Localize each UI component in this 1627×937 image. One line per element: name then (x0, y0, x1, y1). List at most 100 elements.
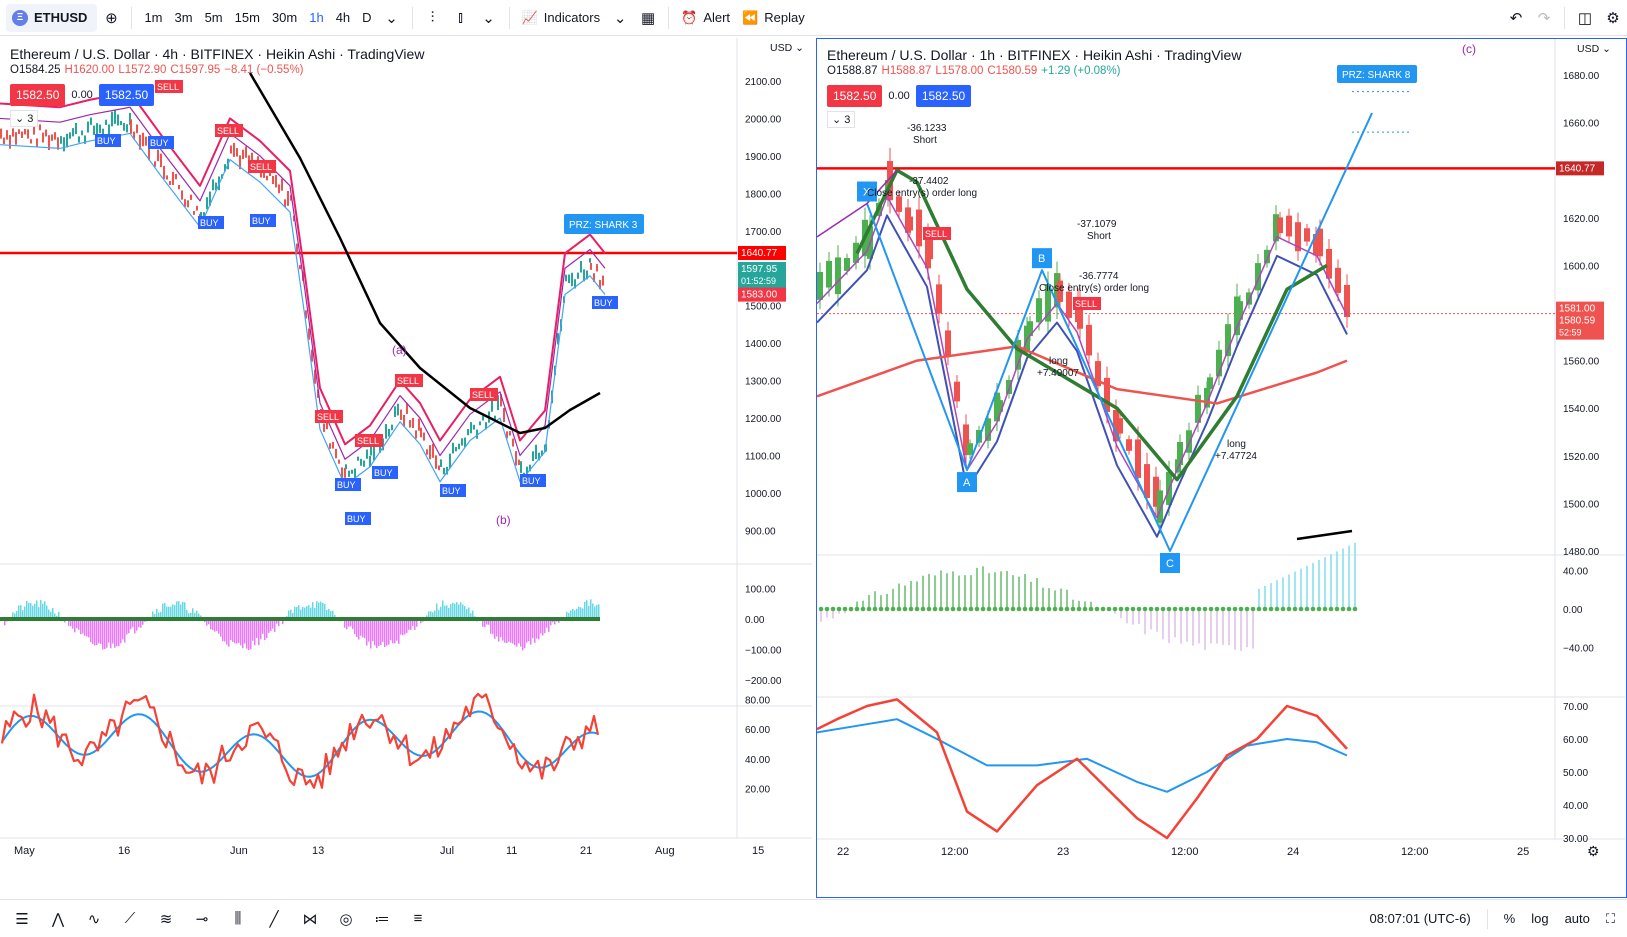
fullscreen-icon[interactable]: ⛶ (1605, 910, 1615, 926)
settings-icon[interactable]: ⚙ (1606, 9, 1620, 27)
histogram-bar (92, 619, 94, 644)
candle (123, 122, 125, 131)
menu-lines-icon[interactable]: ☰ (15, 910, 29, 928)
candle (1195, 394, 1201, 423)
trade-buttons: 1582.50 0.00 1582.50 (10, 84, 155, 106)
moving-average-line (817, 195, 1348, 519)
trend-angle-icon[interactable]: ⟋ (124, 910, 136, 927)
histogram-bar (212, 619, 214, 631)
histogram-bar (292, 612, 294, 619)
left-chart-canvas[interactable]: 2100.002000.001900.001800.001700.001600.… (0, 38, 812, 898)
timeframe-1m[interactable]: 1m (144, 10, 163, 25)
price-tick-label: 1100.00 (745, 452, 781, 463)
histogram-bar (326, 609, 328, 619)
horizontal-ray-icon[interactable]: ⊸ (195, 910, 209, 928)
indicator-toggle[interactable]: ⌄ 3 (10, 110, 39, 127)
auto-toggle[interactable]: auto (1564, 911, 1590, 926)
undo-icon[interactable]: ↶ (1509, 9, 1523, 27)
timeframe-5m[interactable]: 5m (204, 10, 223, 25)
timeframe-1h[interactable]: 1h (309, 10, 324, 25)
candle (287, 191, 289, 206)
trade-value: +7.49007 (1037, 368, 1079, 379)
price-tick-label: 1400.00 (745, 339, 782, 350)
candle (36, 138, 38, 148)
bar-style-icon[interactable]: ⫶ (430, 9, 435, 26)
candle (105, 119, 107, 125)
chart-panel-right[interactable]: 1680.001660.001640.001620.001600.001580.… (816, 38, 1627, 898)
percent-toggle[interactable]: % (1503, 911, 1516, 926)
replay-button[interactable]: ⏪ Replay (736, 4, 811, 32)
right-chart-canvas[interactable]: 1680.001660.001640.001620.001600.001580.… (817, 39, 1625, 895)
histogram-bar (18, 605, 20, 619)
osc-dot (818, 606, 824, 612)
fib-extension-icon[interactable]: ≡ (413, 910, 423, 927)
histogram-bar (508, 619, 510, 642)
histogram-bar (264, 619, 266, 640)
bottom-toolbar: ☰ ⋀ ∿ ⟋ ≋ ⊸ ⫼ ╱ ⋈ ◎ ≔ ≡ 08:07:01 (UTC-6)… (0, 899, 1627, 937)
candles-icon[interactable]: ⫾ (458, 9, 463, 26)
histogram-bar (472, 610, 474, 619)
candle (357, 456, 359, 461)
buy-button[interactable]: 1582.50 (915, 85, 972, 107)
osc-dot (992, 606, 998, 612)
candle (835, 257, 841, 295)
fib-retracement-icon[interactable]: ≔ (374, 910, 390, 928)
indicator-toggle[interactable]: ⌄ 3 (827, 111, 856, 128)
cycle-icon[interactable]: ◎ (339, 910, 353, 928)
abc-pattern-icon[interactable]: ⋀ (51, 910, 65, 928)
clock-time[interactable]: 08:07:01 (UTC-6) (1369, 911, 1471, 926)
chevron-down-icon[interactable]: ⌄ (613, 9, 627, 27)
candle (33, 119, 35, 135)
price-tag-last (738, 262, 786, 289)
ohlc-high: H1620.00 (64, 64, 115, 76)
histogram-bar (102, 619, 104, 650)
osc-dot (962, 606, 968, 612)
chart-panel-left[interactable]: 2100.002000.001900.001800.001700.001600.… (0, 38, 812, 898)
histogram-bar (392, 619, 394, 644)
pitchfork-icon[interactable]: ⫼ (234, 910, 242, 927)
indicators-button[interactable]: 📈 Indicators (516, 4, 607, 32)
timeframe-d[interactable]: D (362, 10, 372, 25)
histogram-bar (534, 619, 536, 643)
layout-grid-icon[interactable]: ▦ (641, 9, 656, 27)
chevron-down-icon[interactable]: ⌄ (482, 9, 495, 27)
sell-button[interactable]: 1582.50 (10, 84, 66, 106)
symbol-search[interactable]: Ξ ETHUSD (6, 3, 98, 32)
sell-button[interactable]: 1582.50 (827, 85, 883, 107)
timeframe-3m[interactable]: 3m (174, 10, 193, 25)
price-axis-unit[interactable]: USD ⌄ (1577, 43, 1611, 55)
trend-line-icon[interactable]: ╱ (269, 910, 279, 928)
osc-dot (1184, 606, 1190, 612)
chevron-down-icon[interactable]: ⌄ (385, 9, 398, 27)
candle (400, 409, 402, 420)
time-label: May (14, 845, 35, 857)
histogram-bar (220, 619, 222, 637)
candle (479, 421, 481, 426)
histogram-bar (462, 604, 464, 619)
timeframe-15m[interactable]: 15m (234, 10, 260, 25)
timeframe-4h[interactable]: 4h (335, 10, 351, 25)
compare-add-icon[interactable]: ⊕ (105, 9, 118, 27)
candle (39, 124, 41, 131)
candle (541, 450, 543, 456)
alert-button[interactable]: ⏰ Alert (675, 4, 736, 32)
elliott-wave-icon[interactable]: ∿ (87, 910, 101, 928)
candle (1057, 280, 1063, 302)
candle (535, 444, 537, 460)
osc-dot (1070, 606, 1076, 612)
histogram-bar (76, 619, 78, 629)
split-layout-icon[interactable]: ◫ (1577, 9, 1593, 27)
xabcd-pattern-icon[interactable]: ⋈ (302, 910, 318, 928)
alarm-clock-icon: ⏰ (681, 9, 698, 25)
osc-dot (1328, 606, 1334, 612)
buy-signal-label: BUY (347, 514, 366, 524)
buy-signal-badge (440, 484, 466, 497)
histogram-bar (468, 607, 470, 619)
histogram-bar (218, 619, 220, 634)
parallel-channel-icon[interactable]: ≋ (159, 910, 173, 928)
timeframe-30m[interactable]: 30m (271, 10, 298, 25)
log-toggle[interactable]: log (1531, 911, 1549, 926)
price-axis-unit[interactable]: USD ⌄ (770, 42, 804, 54)
redo-icon[interactable]: ↷ (1537, 9, 1551, 27)
buy-button[interactable]: 1582.50 (98, 84, 155, 106)
